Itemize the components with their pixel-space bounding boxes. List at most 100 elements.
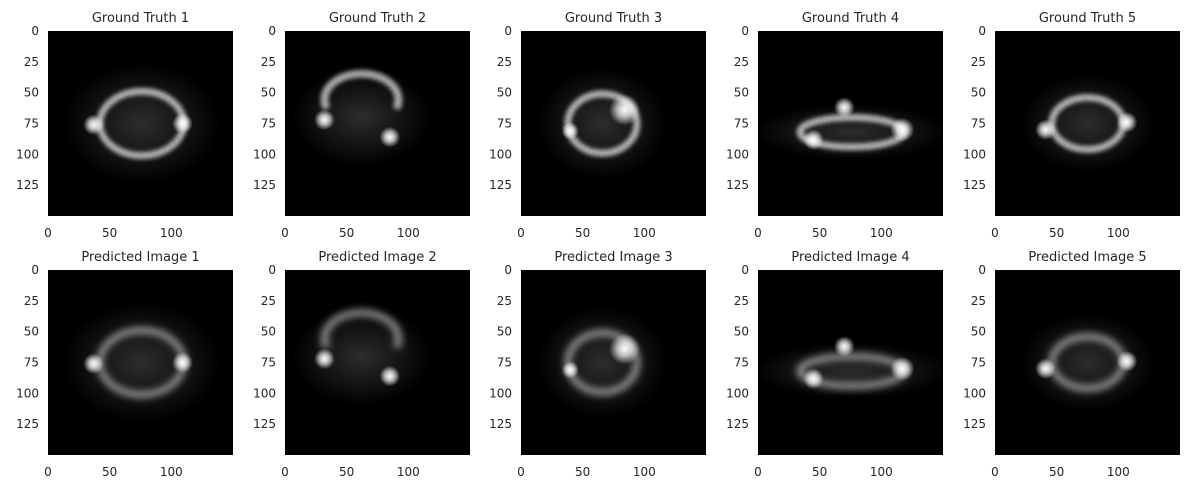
x-tick-label: 50 xyxy=(575,465,590,479)
lens-image xyxy=(758,336,943,400)
y-tick-label: 0 xyxy=(741,263,749,277)
bright-spot xyxy=(1035,358,1056,380)
x-tick-label: 100 xyxy=(633,226,656,240)
lens-image xyxy=(536,306,669,419)
y-tick-label: 75 xyxy=(24,356,39,370)
y-tick-label: 125 xyxy=(16,417,39,431)
y-tick-label: 100 xyxy=(726,147,749,161)
x-tick-label: 0 xyxy=(517,465,525,479)
panel-ground-truth-4: Ground Truth 4 0 25 50 75 100 125 0 50 100 xyxy=(726,11,943,240)
panel-ground-truth-2: Ground Truth 2 0 25 50 75 100 125 0 50 100 xyxy=(253,11,470,240)
y-tick-label: 25 xyxy=(261,294,276,308)
x-tick-label: 50 xyxy=(812,465,827,479)
y-tick-label: 100 xyxy=(253,147,276,161)
x-tick-label: 0 xyxy=(44,465,52,479)
y-tick-label: 25 xyxy=(24,294,39,308)
y-tick-label: 0 xyxy=(31,24,39,38)
bright-spot xyxy=(890,356,915,381)
bright-spot xyxy=(314,109,335,131)
bright-spot xyxy=(1116,111,1138,133)
y-tick-label: 125 xyxy=(489,417,512,431)
lens-image xyxy=(1019,74,1156,173)
bright-spot xyxy=(561,122,579,140)
x-tick-label: 0 xyxy=(517,226,525,240)
y-tick-label: 100 xyxy=(253,386,276,400)
panel-title: Predicted Image 1 xyxy=(81,250,199,265)
y-tick-label: 50 xyxy=(734,325,749,339)
x-tick-label: 100 xyxy=(160,465,183,479)
halo-glow xyxy=(62,62,222,185)
y-tick-label: 125 xyxy=(253,417,276,431)
x-tick-label: 100 xyxy=(1107,465,1130,479)
y-tick-label: 75 xyxy=(261,356,276,370)
bright-spot xyxy=(1116,350,1138,372)
bright-spot xyxy=(609,333,641,365)
y-tick-label: 25 xyxy=(261,55,276,69)
halo-glow xyxy=(1019,74,1156,173)
y-tick-label: 25 xyxy=(734,55,749,69)
y-tick-label: 100 xyxy=(16,147,39,161)
y-tick-label: 50 xyxy=(261,86,276,100)
y-tick-label: 75 xyxy=(261,117,276,131)
halo-glow xyxy=(1019,313,1156,412)
x-tick-label: 50 xyxy=(575,226,590,240)
y-tick-label: 0 xyxy=(978,24,986,38)
panel-title: Ground Truth 4 xyxy=(802,11,899,26)
y-tick-label: 0 xyxy=(504,263,512,277)
y-tick-label: 50 xyxy=(497,325,512,339)
y-tick-label: 0 xyxy=(268,263,276,277)
bright-spot xyxy=(803,368,824,389)
panel-title: Ground Truth 2 xyxy=(329,11,426,26)
x-tick-label: 100 xyxy=(397,465,420,479)
panel-predicted-image-1: Predicted Image 1 0 25 50 75 100 125 0 50 100 xyxy=(16,250,233,479)
bright-spot xyxy=(379,126,401,148)
y-tick-label: 25 xyxy=(971,294,986,308)
bright-spot xyxy=(379,365,401,387)
panel-title: Predicted Image 2 xyxy=(318,250,436,265)
y-tick-label: 0 xyxy=(978,263,986,277)
x-tick-label: 100 xyxy=(397,226,420,240)
bright-spot xyxy=(172,352,193,373)
halo-glow xyxy=(758,343,943,400)
x-tick-label: 0 xyxy=(754,226,762,240)
y-tick-label: 125 xyxy=(489,178,512,192)
panel-predicted-image-2: Predicted Image 2 0 25 50 75 100 125 0 50 100 xyxy=(253,250,470,479)
lens-image xyxy=(62,62,222,185)
x-tick-label: 50 xyxy=(812,226,827,240)
y-tick-label: 125 xyxy=(16,178,39,192)
x-tick-label: 50 xyxy=(1049,465,1064,479)
y-tick-label: 100 xyxy=(726,386,749,400)
x-tick-label: 50 xyxy=(102,226,117,240)
bright-spot xyxy=(833,97,855,118)
halo-glow xyxy=(291,307,432,406)
y-tick-label: 50 xyxy=(261,325,276,339)
halo-glow xyxy=(536,67,669,180)
x-tick-label: 0 xyxy=(44,226,52,240)
x-tick-label: 0 xyxy=(281,465,289,479)
panel-ground-truth-1: Ground Truth 1 0 25 50 75 100 125 0 50 100 xyxy=(16,11,233,240)
x-tick-label: 50 xyxy=(1049,226,1064,240)
panel-ground-truth-3: Ground Truth 3 0 25 50 75 100 125 0 50 100 xyxy=(489,11,706,240)
bright-spot xyxy=(1035,119,1056,141)
y-tick-label: 0 xyxy=(741,24,749,38)
y-tick-label: 75 xyxy=(734,356,749,370)
x-tick-label: 100 xyxy=(870,226,893,240)
x-tick-label: 100 xyxy=(160,226,183,240)
bright-spot xyxy=(83,353,104,375)
x-tick-label: 50 xyxy=(102,465,117,479)
y-tick-label: 100 xyxy=(489,386,512,400)
bright-spot xyxy=(609,94,641,126)
y-tick-label: 125 xyxy=(726,178,749,192)
y-tick-label: 75 xyxy=(971,356,986,370)
x-tick-label: 100 xyxy=(870,465,893,479)
panel-title: Predicted Image 5 xyxy=(1028,250,1146,265)
y-tick-label: 125 xyxy=(963,417,986,431)
panel-predicted-image-5: Predicted Image 5 0 25 50 75 100 125 0 50 100 xyxy=(963,250,1180,479)
y-tick-label: 50 xyxy=(971,86,986,100)
y-tick-label: 25 xyxy=(971,55,986,69)
y-tick-label: 75 xyxy=(734,117,749,131)
y-tick-label: 50 xyxy=(24,325,39,339)
panel-predicted-image-3: Predicted Image 3 0 25 50 75 100 125 0 50 100 xyxy=(489,250,706,479)
x-tick-label: 0 xyxy=(754,465,762,479)
halo-glow xyxy=(62,301,222,424)
